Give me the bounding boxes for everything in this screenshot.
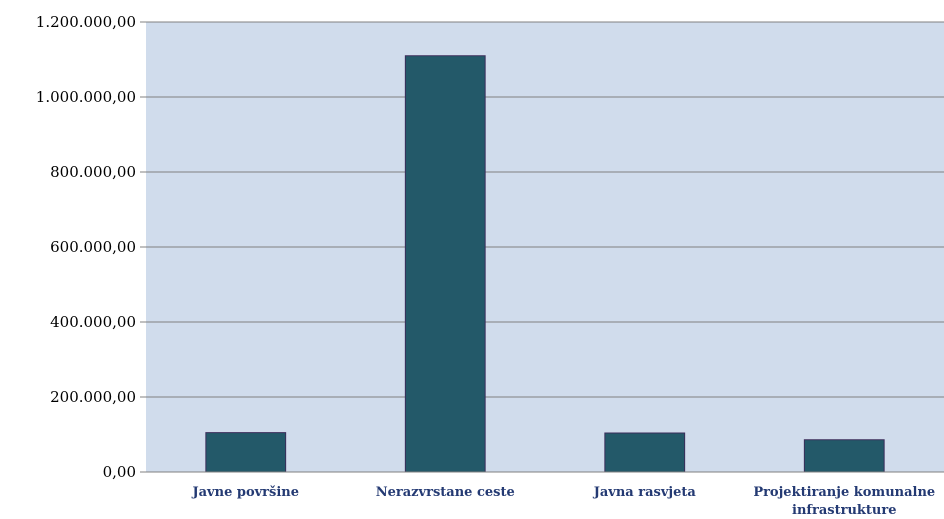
y-tick-label: 1.000.000,00 xyxy=(36,88,136,106)
bar xyxy=(803,439,885,473)
bars xyxy=(205,55,885,473)
y-tick-label: 600.000,00 xyxy=(50,238,136,256)
x-category-label-line: Nerazvrstane ceste xyxy=(376,485,515,500)
bar xyxy=(404,55,486,473)
x-category-label-line: Javne površine xyxy=(191,485,299,500)
y-tick-label: 1.200.000,00 xyxy=(36,13,136,31)
x-category-label-line: Javna rasvjeta xyxy=(593,485,697,500)
x-category-label: Javna rasvjeta xyxy=(593,485,697,500)
x-category-label: Javne površine xyxy=(191,485,299,500)
x-category-label: Nerazvrstane ceste xyxy=(376,485,515,500)
y-tick-label: 800.000,00 xyxy=(50,163,136,181)
y-tick-label: 0,00 xyxy=(103,463,136,481)
bar xyxy=(205,432,287,473)
x-category-label-line: infrastrukture xyxy=(792,503,896,518)
x-axis-category-labels: Javne površine Nerazvrstane ceste Javna ra… xyxy=(191,485,935,518)
bar xyxy=(604,432,686,473)
x-category-label: Projektiranje komunalne infrastrukture xyxy=(753,485,935,518)
y-tick-label: 400.000,00 xyxy=(50,313,136,331)
y-tick-label: 200.000,00 xyxy=(50,388,136,406)
x-category-label-line: Projektiranje komunalne xyxy=(753,485,935,500)
y-axis-tick-labels: 0,00 200.000,00 400.000,00 600.000,00 800.00… xyxy=(36,13,136,481)
